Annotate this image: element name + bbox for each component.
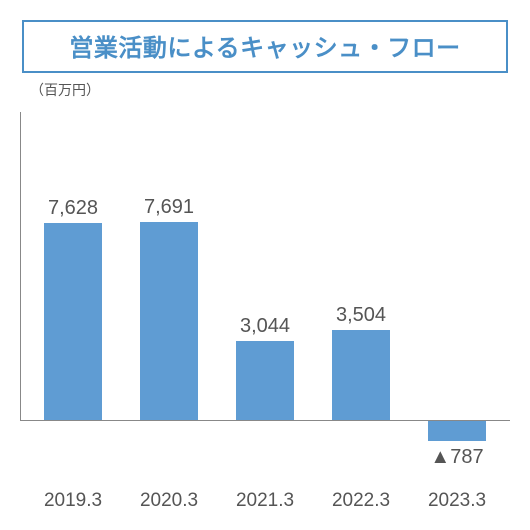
value-label: 3,504	[316, 304, 406, 327]
value-label: ▲787	[412, 446, 502, 469]
x-axis-label: 2019.3	[28, 490, 118, 512]
bar	[140, 222, 198, 420]
bar	[428, 421, 486, 441]
value-label: 7,691	[124, 196, 214, 219]
value-label: 7,628	[28, 197, 118, 220]
x-axis-label: 2020.3	[124, 490, 214, 512]
chart-title: 営業活動によるキャッシュ・フロー	[69, 35, 460, 62]
chart-title-box: 営業活動によるキャッシュ・フロー	[22, 20, 508, 73]
bar	[236, 341, 294, 420]
x-axis-label: 2021.3	[220, 490, 310, 512]
bar	[332, 330, 390, 420]
x-axis-label: 2023.3	[412, 490, 502, 512]
bar	[44, 223, 102, 420]
unit-label: （百万円）	[30, 80, 100, 100]
y-axis-line	[20, 112, 21, 420]
value-label: 3,044	[220, 315, 310, 338]
chart-area: 7,6287,6913,0443,504▲787	[20, 100, 510, 430]
x-axis-label: 2022.3	[316, 490, 406, 512]
